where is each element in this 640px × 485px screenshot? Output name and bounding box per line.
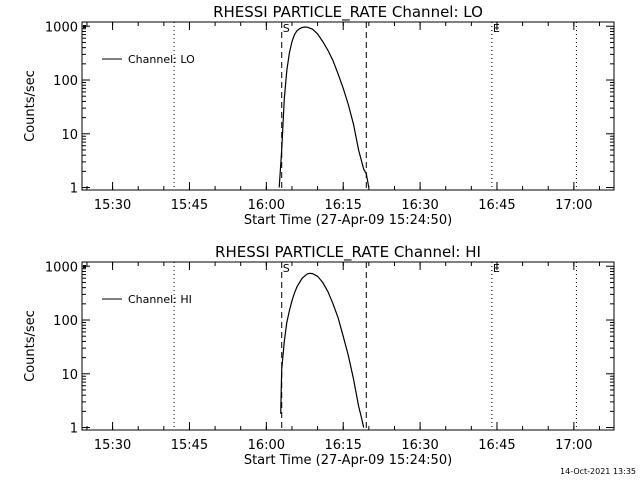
x-tick-label: 16:00 — [248, 198, 285, 213]
y-axis-label: Counts/sec — [23, 70, 38, 142]
y-tick-label: 100 — [53, 74, 78, 89]
chart-title: RHESSI PARTICLE_RATE Channel: LO — [213, 3, 483, 22]
x-tick-label: 16:15 — [324, 438, 361, 453]
x-tick-label: 17:00 — [555, 438, 592, 453]
y-tick-label: 100 — [53, 314, 78, 329]
y-axis-label: Counts/sec — [23, 310, 38, 382]
x-tick-label: 15:30 — [94, 198, 131, 213]
marker-label: S — [283, 22, 290, 35]
footer-timestamp: 14-Oct-2021 13:35 — [560, 467, 636, 476]
corner-mark — [83, 25, 86, 28]
plot-frame — [81, 21, 615, 191]
x-tick-label: 15:45 — [171, 198, 208, 213]
marker-label: E — [493, 22, 500, 35]
legend-label: Channel: LO — [128, 53, 195, 66]
marker-label: S — [283, 262, 290, 275]
series-line-1-0 — [280, 272, 365, 428]
corner-mark — [83, 265, 86, 268]
x-tick-label: 16:15 — [324, 198, 361, 213]
x-tick-label: 17:00 — [555, 198, 592, 213]
y-tick-label: 1 — [70, 182, 78, 197]
y-tick-label: 1 — [70, 422, 78, 437]
x-tick-label: 16:00 — [248, 438, 285, 453]
y-tick-label: 10 — [61, 368, 78, 383]
marker-label: E — [493, 262, 500, 275]
chart-title: RHESSI PARTICLE_RATE Channel: HI — [215, 243, 481, 262]
x-axis-label: Start Time (27-Apr-09 15:24:50) — [244, 213, 452, 228]
x-tick-label: 16:30 — [401, 198, 438, 213]
x-tick-label: 15:30 — [94, 438, 131, 453]
y-tick-label: 1000 — [45, 260, 78, 275]
x-tick-label: 16:45 — [478, 198, 515, 213]
y-tick-label: 10 — [61, 128, 78, 143]
x-axis-label: Start Time (27-Apr-09 15:24:50) — [244, 453, 452, 468]
x-tick-label: 15:45 — [171, 438, 208, 453]
x-tick-label: 16:45 — [478, 438, 515, 453]
plot-frame — [81, 261, 615, 431]
y-tick-label: 1000 — [45, 20, 78, 35]
legend-label: Channel: HI — [128, 293, 192, 306]
series-line-0-0 — [278, 26, 370, 188]
x-tick-label: 16:30 — [401, 438, 438, 453]
